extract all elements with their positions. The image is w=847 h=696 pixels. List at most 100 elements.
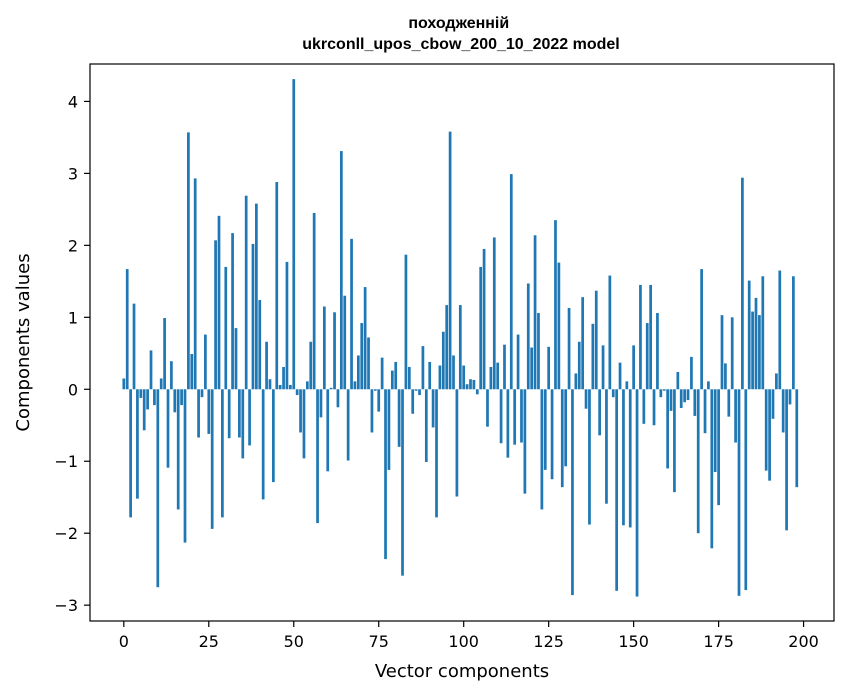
bar <box>554 220 557 390</box>
bar <box>428 361 432 390</box>
bar <box>469 379 472 390</box>
bar <box>516 334 520 390</box>
bar <box>407 366 411 390</box>
bar <box>224 266 228 390</box>
y-tick-label: −2 <box>54 524 78 543</box>
bar <box>642 389 646 424</box>
y-tick-label: −3 <box>54 596 78 615</box>
bar <box>278 384 282 390</box>
bar <box>435 389 438 518</box>
bar <box>526 283 530 390</box>
bar <box>255 203 258 390</box>
bar <box>180 389 183 406</box>
bar <box>176 389 180 510</box>
bar <box>183 389 187 543</box>
bar <box>173 389 177 413</box>
bar <box>690 356 693 390</box>
x-tick-label: 150 <box>618 632 649 651</box>
bar <box>696 389 700 534</box>
bar <box>540 389 544 510</box>
bar <box>550 389 554 480</box>
y-axis-label: Components values <box>13 253 34 431</box>
bar <box>285 261 289 390</box>
bar <box>319 389 323 418</box>
bar <box>132 303 136 390</box>
bar <box>686 389 690 401</box>
bar <box>292 79 296 390</box>
bar <box>272 389 275 483</box>
bar <box>577 341 581 390</box>
bar <box>754 297 758 390</box>
bar <box>611 389 615 398</box>
bar <box>125 269 129 390</box>
bar <box>350 238 353 390</box>
bar <box>764 389 768 471</box>
plot-area-frame <box>89 63 835 622</box>
bar <box>360 323 364 390</box>
bar <box>649 284 652 390</box>
y-tick-label: 4 <box>68 92 78 111</box>
bar <box>282 366 285 390</box>
bar <box>159 378 163 390</box>
bar <box>136 389 139 499</box>
bar <box>635 389 639 597</box>
bars-group <box>122 79 799 597</box>
x-tick-label: 25 <box>199 632 219 651</box>
bar <box>356 355 360 390</box>
bar <box>207 389 211 434</box>
bar <box>530 347 534 390</box>
bar <box>458 305 462 390</box>
bar <box>744 389 748 591</box>
bar <box>693 389 697 416</box>
bar <box>387 389 391 470</box>
bar <box>598 389 602 436</box>
bar <box>652 389 656 426</box>
bar <box>214 240 217 390</box>
bar <box>238 389 241 438</box>
bar <box>414 389 418 391</box>
bar <box>574 373 578 390</box>
bar <box>669 389 673 411</box>
bar <box>747 280 751 390</box>
bar <box>156 389 160 588</box>
bar <box>571 389 574 596</box>
bar <box>248 389 251 446</box>
bar <box>346 389 350 461</box>
bar <box>268 379 272 390</box>
bar <box>489 366 493 390</box>
bar <box>197 389 200 438</box>
bar <box>560 389 564 488</box>
bar <box>482 248 486 390</box>
bar <box>305 381 309 390</box>
bar <box>628 389 632 528</box>
bar <box>221 389 224 518</box>
bar <box>187 132 190 390</box>
bar <box>299 389 302 433</box>
bar <box>217 215 221 390</box>
bar <box>339 151 343 390</box>
bar <box>210 389 214 529</box>
bar <box>353 381 357 390</box>
bar <box>289 384 292 390</box>
y-axis-ticks: −3 −2 −1 0 1 2 3 4 <box>54 92 90 615</box>
x-tick-label: 125 <box>533 632 564 651</box>
bar <box>751 311 754 390</box>
bar <box>533 235 537 390</box>
bar <box>713 389 717 473</box>
bar <box>445 305 449 390</box>
bar <box>190 354 194 390</box>
bar <box>710 389 714 549</box>
bar <box>129 389 132 518</box>
bar <box>734 389 737 443</box>
bar <box>421 346 425 390</box>
bar <box>557 262 561 390</box>
bar <box>390 370 394 390</box>
bar <box>244 195 248 390</box>
bar <box>251 243 255 390</box>
bar <box>343 295 347 390</box>
chart-title: походженній ukrconll_upos_cbow_200_10_20… <box>302 15 619 53</box>
bar <box>234 328 238 390</box>
x-tick-label: 175 <box>703 632 734 651</box>
bar <box>567 307 571 390</box>
